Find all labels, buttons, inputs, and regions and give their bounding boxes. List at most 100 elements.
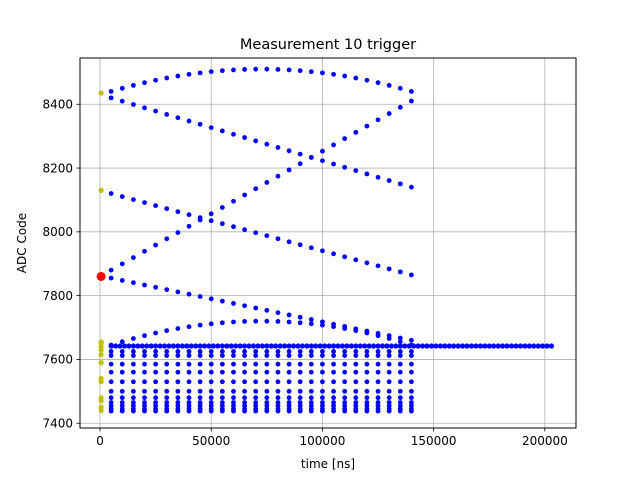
data-point — [175, 408, 181, 414]
data-point — [253, 318, 259, 324]
data-point — [342, 361, 348, 367]
data-point — [275, 369, 281, 375]
data-point — [142, 361, 147, 367]
data-point — [253, 379, 259, 385]
data-point — [308, 369, 314, 375]
data-point — [477, 343, 483, 349]
data-point — [164, 369, 170, 375]
data-point — [297, 314, 303, 320]
data-point — [112, 343, 119, 349]
data-point — [197, 388, 203, 394]
data-point — [242, 227, 247, 233]
data-point — [364, 395, 370, 401]
data-point — [186, 71, 192, 77]
data-point — [231, 379, 236, 385]
data-point — [175, 343, 181, 349]
data-point — [157, 343, 163, 349]
data-point — [402, 343, 408, 349]
data-point — [175, 289, 181, 295]
data-point — [253, 186, 259, 192]
data-point — [175, 209, 181, 215]
data-point — [108, 353, 114, 358]
data-point — [371, 343, 377, 349]
data-point — [108, 379, 114, 385]
data-point — [353, 379, 359, 385]
data-point — [130, 336, 136, 341]
data-point — [286, 408, 292, 414]
data-point — [531, 343, 537, 349]
data-point — [153, 408, 159, 414]
data-point — [119, 194, 125, 199]
data-point — [119, 339, 125, 345]
data-point — [130, 388, 136, 394]
data-point — [320, 148, 325, 154]
data-point — [119, 379, 125, 385]
data-point — [142, 379, 147, 385]
data-point — [364, 408, 370, 414]
data-point — [364, 361, 370, 367]
data-point — [153, 203, 159, 209]
data-point — [320, 361, 325, 367]
data-point — [397, 349, 403, 354]
data-point — [253, 361, 259, 367]
data-point — [286, 167, 292, 173]
data-point — [331, 161, 336, 167]
data-point — [264, 66, 270, 72]
data-point — [242, 388, 247, 394]
data-point — [98, 187, 104, 193]
data-point — [308, 395, 314, 401]
data-point — [308, 361, 314, 367]
data-point — [286, 353, 292, 358]
data-point — [397, 408, 403, 414]
data-point — [364, 369, 370, 375]
data-point — [409, 395, 414, 401]
data-point — [219, 205, 225, 210]
data-point — [119, 388, 125, 394]
data-point — [175, 379, 181, 385]
data-point — [357, 343, 363, 349]
data-point — [513, 343, 519, 349]
data-point — [286, 388, 292, 394]
data-point — [164, 388, 170, 394]
data-marks — [96, 66, 555, 414]
data-point — [375, 388, 381, 394]
data-point — [384, 343, 390, 349]
data-point — [197, 361, 203, 367]
data-point — [342, 164, 348, 170]
data-point — [153, 349, 159, 354]
data-point — [170, 343, 177, 349]
data-point — [335, 343, 341, 349]
data-point — [297, 320, 303, 326]
plot-frame — [79, 57, 577, 429]
data-point — [186, 291, 192, 297]
data-point — [353, 353, 359, 358]
data-point — [419, 343, 426, 349]
data-point — [219, 369, 225, 375]
data-point — [275, 236, 281, 242]
data-point — [108, 395, 114, 401]
data-point — [130, 82, 136, 88]
data-point — [184, 343, 190, 349]
data-point — [320, 408, 325, 414]
data-point — [186, 223, 192, 229]
data-point — [364, 330, 370, 336]
data-point — [186, 379, 192, 385]
data-point — [98, 407, 104, 414]
data-point — [473, 343, 479, 349]
data-point — [353, 361, 359, 367]
data-point — [342, 326, 348, 331]
data-point — [142, 388, 147, 394]
data-point — [282, 343, 288, 349]
data-point — [548, 343, 555, 349]
data-point — [231, 131, 236, 137]
data-point — [142, 353, 147, 358]
data-point — [231, 319, 236, 325]
x-tick-label: 0 — [96, 434, 104, 448]
data-point — [320, 158, 325, 164]
data-point — [320, 70, 325, 76]
data-point — [208, 361, 214, 367]
data-point — [442, 343, 448, 349]
data-point — [186, 388, 192, 394]
data-point — [135, 343, 141, 349]
data-point — [375, 379, 381, 385]
